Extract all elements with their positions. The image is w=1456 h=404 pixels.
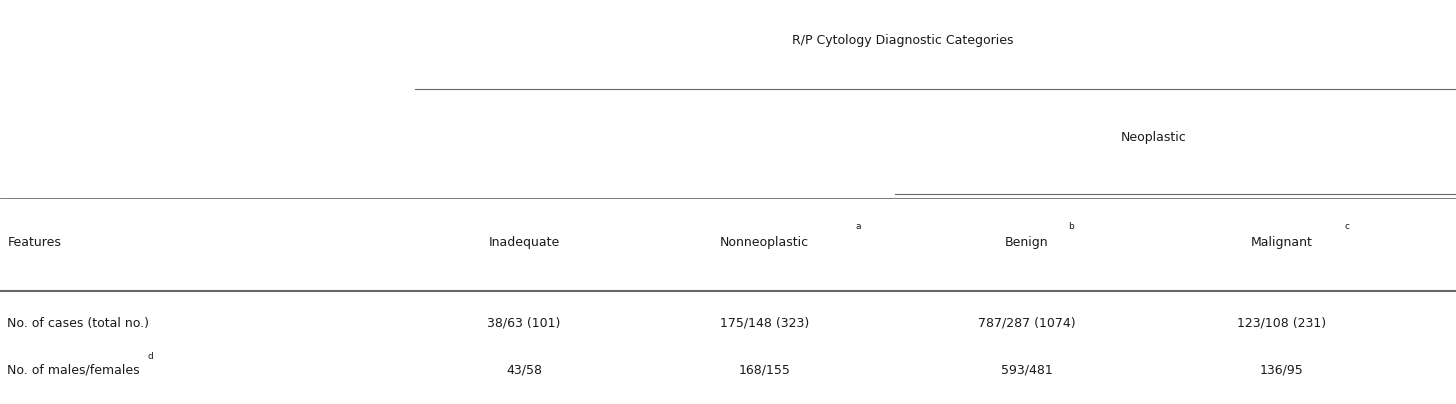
Text: Neoplastic: Neoplastic [1121, 131, 1187, 144]
Text: No. of males/females: No. of males/females [7, 363, 140, 376]
Text: 123/108 (231): 123/108 (231) [1236, 317, 1326, 330]
Text: 38/63 (101): 38/63 (101) [488, 317, 561, 330]
Text: b: b [1069, 222, 1075, 231]
Text: Malignant: Malignant [1251, 236, 1312, 249]
Text: 175/148 (323): 175/148 (323) [719, 317, 810, 330]
Text: Inadequate: Inadequate [489, 236, 559, 249]
Text: d: d [147, 352, 153, 361]
Text: Benign: Benign [1005, 236, 1048, 249]
Text: 168/155: 168/155 [738, 363, 791, 376]
Text: 787/287 (1074): 787/287 (1074) [977, 317, 1076, 330]
Text: No. of cases (total no.): No. of cases (total no.) [7, 317, 150, 330]
Text: R/P Cytology Diagnostic Categories: R/P Cytology Diagnostic Categories [792, 34, 1013, 47]
Text: Nonneoplastic: Nonneoplastic [719, 236, 810, 249]
Text: 593/481: 593/481 [1000, 363, 1053, 376]
Text: a: a [855, 222, 860, 231]
Text: 43/58: 43/58 [507, 363, 542, 376]
Text: 136/95: 136/95 [1259, 363, 1303, 376]
Text: Features: Features [7, 236, 61, 249]
Text: c: c [1344, 222, 1350, 231]
